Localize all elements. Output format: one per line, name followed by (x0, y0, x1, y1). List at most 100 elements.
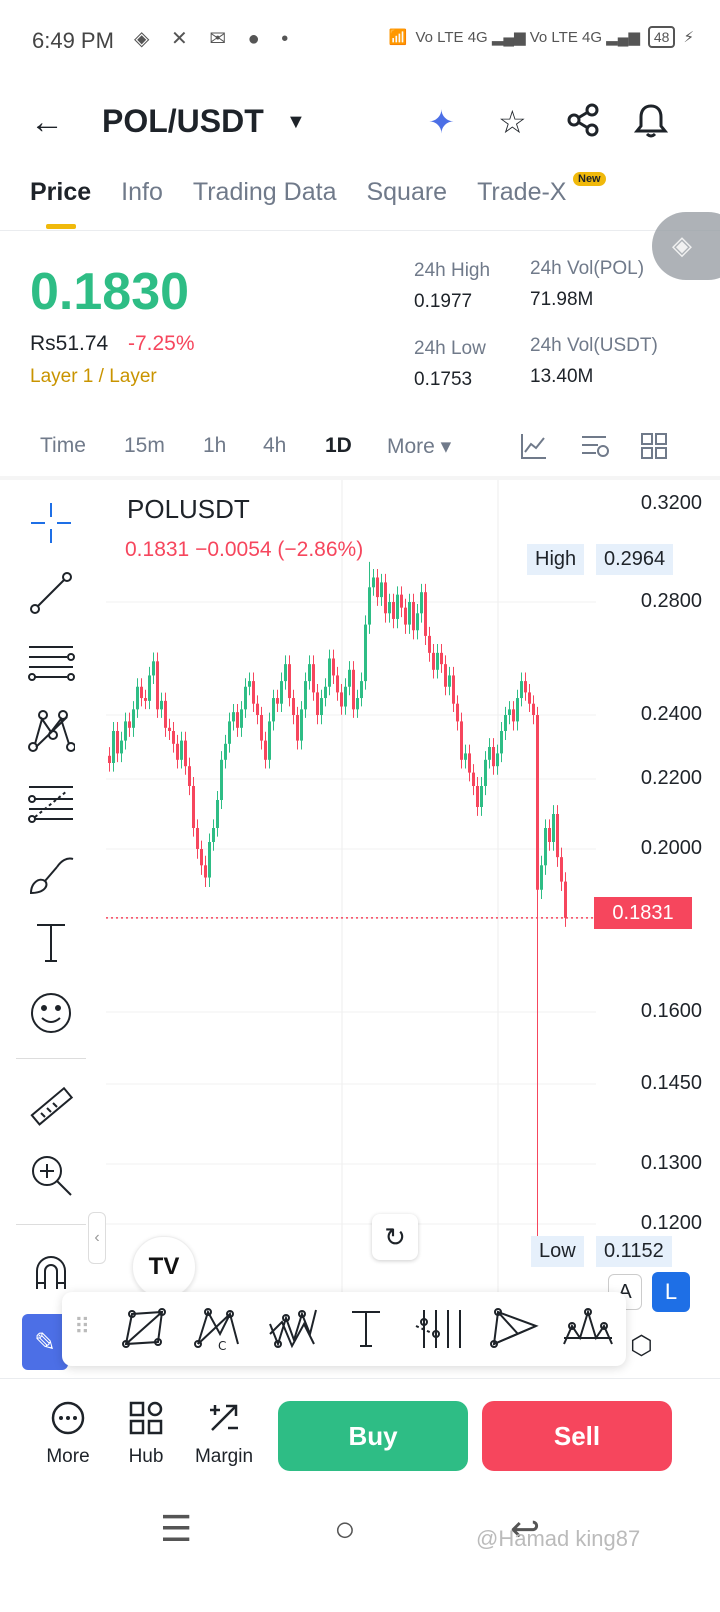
candle-body (124, 721, 127, 741)
candle-body (288, 664, 291, 699)
recent-apps-icon[interactable]: ☰ (160, 1508, 193, 1549)
hub-label: Hub (128, 1446, 164, 1467)
candle-body (412, 602, 415, 631)
emoji-tool-icon[interactable] (26, 988, 76, 1038)
fib-tool-icon[interactable] (26, 778, 76, 828)
candle-body (548, 828, 551, 842)
divider (0, 230, 720, 231)
y-axis-tick: 0.1300 (640, 1152, 702, 1174)
candle-body (384, 582, 387, 614)
floating-assistant-button[interactable]: ◈ (652, 212, 720, 280)
candle-body (352, 669, 355, 710)
indicator-icon[interactable] (520, 432, 548, 467)
crosshair-tool-icon[interactable] (26, 498, 76, 548)
candle-body (140, 686, 143, 699)
collapse-toolbar-handle[interactable]: ‹ (88, 1212, 106, 1264)
magnet-tool-icon[interactable] (26, 1248, 76, 1298)
candle-body (480, 786, 483, 807)
low-label: Low (531, 1236, 584, 1267)
candle-body (380, 582, 383, 598)
brush-tool-icon[interactable] (26, 850, 76, 900)
layout-grid-icon[interactable] (640, 432, 668, 467)
candle-body (476, 786, 479, 807)
bell-icon[interactable] (633, 103, 669, 147)
candle-body (296, 715, 299, 741)
candle-body (496, 753, 499, 767)
interval-1h[interactable]: 1h (203, 434, 227, 457)
interval-more[interactable]: More ▾ (387, 435, 452, 458)
candle-body (232, 712, 235, 722)
interval-1d[interactable]: 1D (325, 434, 352, 457)
candle-body (212, 828, 215, 842)
chart-settings-icon[interactable] (580, 432, 610, 467)
low-value: 0.1152 (596, 1236, 672, 1267)
candle-body (504, 715, 507, 731)
candle-body (492, 747, 495, 767)
stat-24h-vol-base: 24h Vol(POL) 71.98M (530, 258, 644, 311)
ai-sparkle-icon[interactable]: ✦ (428, 104, 455, 140)
candle-body (276, 698, 279, 704)
hexagon-settings-icon[interactable]: ⬡ (630, 1330, 653, 1360)
text-tool-icon[interactable] (26, 918, 76, 968)
tab-square[interactable]: Square (366, 178, 448, 206)
pattern-tool-icon[interactable] (26, 706, 76, 756)
candle-body (168, 727, 171, 731)
candle-body (336, 675, 339, 693)
buy-button[interactable]: Buy (278, 1401, 468, 1471)
candle-body (524, 681, 527, 693)
candle-body (456, 703, 459, 722)
candle-body (400, 594, 403, 608)
zoom-in-tool-icon[interactable] (26, 1150, 76, 1200)
candlestick-chart[interactable] (106, 480, 720, 1300)
more-label: More (46, 1446, 90, 1467)
tab-price[interactable]: Price (30, 178, 91, 234)
log-scale-button[interactable]: L (652, 1272, 690, 1312)
elliott-wave-icon[interactable] (266, 1304, 318, 1354)
candle-body (236, 712, 239, 728)
candle-body (152, 661, 155, 676)
svg-text:C: C (218, 1339, 226, 1353)
hub-button[interactable]: Hub (106, 1400, 186, 1468)
candle-body (216, 800, 219, 828)
candle-body (148, 675, 151, 701)
stat-label: 24h Low (414, 338, 486, 359)
rectangle-pattern-icon[interactable] (118, 1304, 170, 1354)
ruler-tool-icon[interactable] (26, 1082, 76, 1132)
candle-body (540, 865, 543, 890)
drawing-toolbar: ⠿ C (62, 1292, 626, 1366)
candle-body (308, 664, 311, 682)
stat-label: 24h Vol(USDT) (530, 335, 658, 356)
candle-body (436, 652, 439, 670)
pair-title[interactable]: POL/USDT (102, 103, 264, 139)
back-nav-icon[interactable]: ↩ (510, 1508, 541, 1549)
sell-button[interactable]: Sell (482, 1401, 672, 1471)
interval-4h[interactable]: 4h (263, 434, 287, 457)
head-shoulders-icon[interactable] (562, 1304, 614, 1354)
home-circle-icon[interactable]: ○ (334, 1508, 356, 1549)
cypher-pattern-icon[interactable]: C (192, 1304, 244, 1354)
category-tag[interactable]: Layer 1 / Layer (30, 366, 157, 387)
tab-info[interactable]: Info (121, 178, 163, 206)
star-icon[interactable]: ☆ (498, 104, 527, 140)
share-icon[interactable] (566, 103, 600, 145)
back-arrow-icon[interactable]: ← (30, 103, 64, 141)
text-tool-icon[interactable] (340, 1304, 392, 1354)
notification-icons: ◈ ✕ ✉ ● • (134, 28, 297, 50)
y-axis-tick: 0.2000 (640, 837, 702, 859)
pitchfork-icon[interactable] (488, 1304, 540, 1354)
tab-trade-x[interactable]: Trade-X (477, 178, 567, 206)
interval-time[interactable]: Time (40, 434, 86, 457)
margin-button[interactable]: Margin (184, 1400, 264, 1468)
chevron-down-icon[interactable]: ▼ (286, 111, 306, 133)
charging-icon: ⚡ (683, 29, 694, 46)
drag-handle-icon[interactable]: ⠿ (74, 1314, 91, 1339)
horizontal-lines-tool-icon[interactable] (26, 638, 76, 688)
interval-15m[interactable]: 15m (124, 434, 165, 457)
trend-line-tool-icon[interactable] (26, 568, 76, 618)
fib-channel-icon[interactable] (414, 1304, 466, 1354)
more-button[interactable]: More (28, 1400, 108, 1468)
tab-trading-data[interactable]: Trading Data (192, 178, 337, 206)
candle-body (528, 692, 531, 704)
reset-chart-button[interactable]: ↻ (372, 1214, 418, 1260)
edit-pencil-icon[interactable]: ✎ (22, 1314, 68, 1370)
